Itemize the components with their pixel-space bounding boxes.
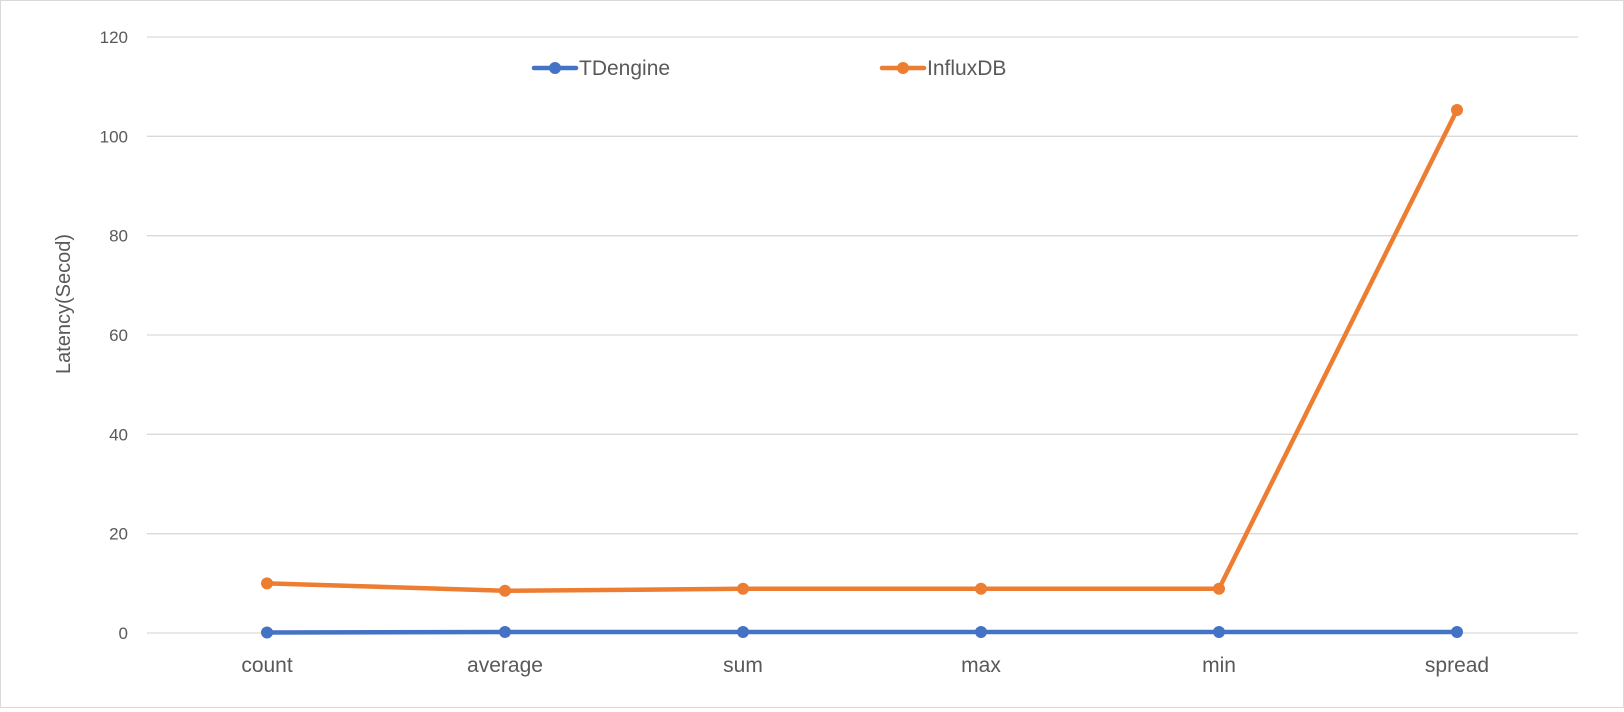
y-tick-label: 20 [109, 525, 128, 544]
legend-label: InfluxDB [927, 57, 1006, 80]
data-point [1213, 583, 1225, 595]
data-point [737, 626, 749, 638]
series-lines [261, 104, 1463, 638]
x-tick-label: count [241, 654, 293, 677]
y-tick-label: 40 [109, 425, 128, 444]
legend-swatch-marker [549, 62, 561, 74]
legend: TDengine InfluxDB [534, 57, 1006, 80]
data-point [499, 626, 511, 638]
data-point [975, 583, 987, 595]
data-point [975, 626, 987, 638]
y-axis-title: Latency(Secod) [53, 234, 75, 374]
y-tick-label: 120 [100, 28, 128, 47]
data-point [1213, 626, 1225, 638]
series-line-1 [267, 110, 1457, 591]
y-axis-ticks: 0 20 40 60 80 100 120 [100, 28, 128, 643]
y-tick-label: 100 [100, 127, 128, 146]
gridlines [147, 37, 1578, 633]
x-tick-label: spread [1425, 654, 1489, 677]
x-tick-label: min [1202, 654, 1236, 677]
y-tick-label: 80 [109, 227, 128, 246]
data-point [499, 585, 511, 597]
data-point [261, 627, 273, 639]
x-axis-ticks: count average sum max min spread [241, 654, 1489, 677]
legend-swatch-marker [897, 62, 909, 74]
y-tick-label: 60 [109, 326, 128, 345]
data-point [737, 583, 749, 595]
data-point [261, 577, 273, 589]
legend-label: TDengine [579, 57, 670, 80]
data-point [1451, 626, 1463, 638]
data-point [1451, 104, 1463, 116]
x-tick-label: sum [723, 654, 763, 677]
x-tick-label: average [467, 654, 543, 677]
y-tick-label: 0 [119, 624, 128, 643]
x-tick-label: max [961, 654, 1001, 677]
